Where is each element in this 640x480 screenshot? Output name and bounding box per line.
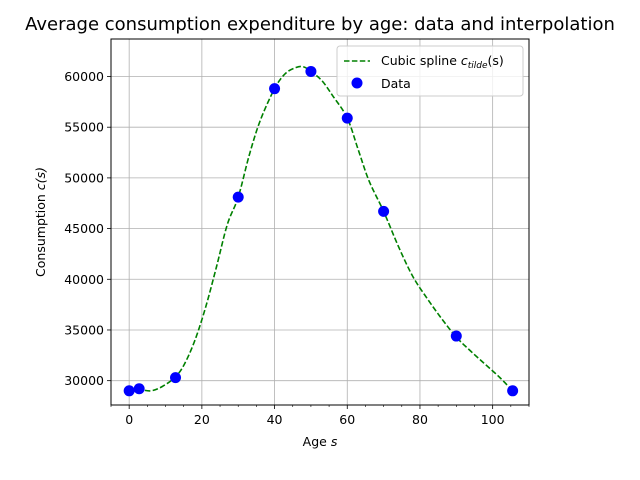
y-tick-label: 30000 <box>64 373 104 388</box>
legend-data-swatch <box>351 77 363 89</box>
x-axis-label-var: s <box>331 434 338 449</box>
data-point <box>123 385 135 397</box>
legend-data-label: Data <box>381 76 411 91</box>
data-point <box>378 205 390 217</box>
data-point <box>305 65 317 77</box>
y-axis-label-var: c(s) <box>33 167 48 190</box>
x-tick-label: 40 <box>267 412 283 427</box>
legend-spline-label: Cubic spline ctilde(s) <box>381 53 504 71</box>
x-tick-label: 20 <box>194 412 210 427</box>
x-tick-label: 80 <box>412 412 428 427</box>
y-tick-label: 50000 <box>64 170 104 185</box>
y-tick-label: 60000 <box>64 69 104 84</box>
y-tick-label: 40000 <box>64 272 104 287</box>
plot-frame <box>110 38 530 406</box>
legend-box <box>336 45 524 97</box>
data-point <box>507 385 519 397</box>
legend-spline-main: Cubic spline <box>381 53 461 68</box>
spline-line <box>129 65 514 392</box>
x-axis-label: Age s <box>303 434 338 449</box>
y-tick-label: 55000 <box>64 120 104 135</box>
legend-spline-sub: tilde <box>468 61 488 71</box>
data-point <box>170 372 182 384</box>
x-tick-label: 0 <box>125 412 133 427</box>
legend-spline-arg: (s) <box>488 53 504 68</box>
data-point <box>232 191 244 203</box>
data-point <box>341 112 353 124</box>
chart-title: Average consumption expenditure by age: … <box>25 14 615 35</box>
y-tick-label: 45000 <box>64 221 104 236</box>
data-point <box>269 83 281 95</box>
data-point <box>133 383 145 395</box>
legend: Cubic spline ctilde(s) Data <box>336 45 524 97</box>
y-axis-label-main: Consumption <box>33 190 48 277</box>
plot-area <box>111 39 529 405</box>
y-axis-label: Consumption c(s) <box>33 167 48 277</box>
data-point <box>450 330 462 342</box>
grid <box>111 39 529 405</box>
ticks: 0 20 40 60 80 100 30000 35000 40000 45000 50000 550… <box>64 69 530 427</box>
series-layer <box>123 65 519 397</box>
x-tick-label: 60 <box>339 412 355 427</box>
legend-spline-var: c <box>461 53 468 68</box>
x-axis-label-main: Age <box>303 434 331 449</box>
x-tick-label: 100 <box>481 412 505 427</box>
y-tick-label: 35000 <box>64 322 104 337</box>
